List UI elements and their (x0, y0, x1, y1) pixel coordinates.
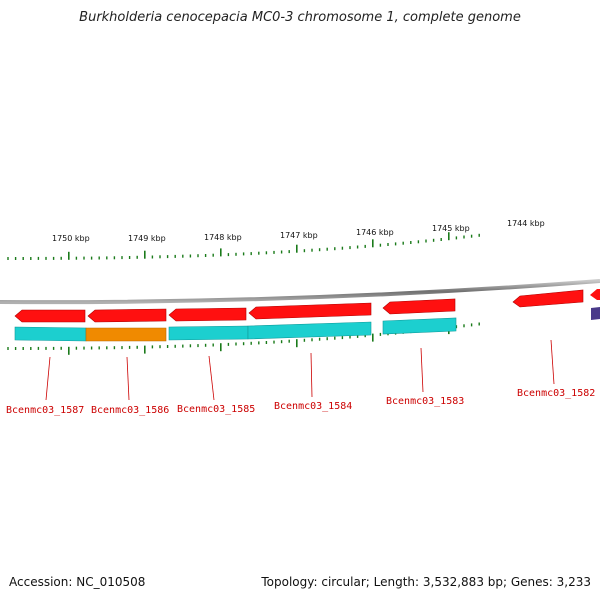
gene-label[interactable]: Bcenmc03_1584 (274, 401, 352, 412)
leader-line (310, 352, 313, 398)
leader-line (45, 356, 51, 401)
gene-arrows (14, 289, 600, 323)
gene-arrow-1582[interactable] (512, 289, 584, 308)
gene-label[interactable]: Bcenmc03_1583 (386, 396, 464, 407)
ruler-label: 1750 kbp (52, 234, 90, 243)
leader-line (420, 347, 424, 393)
ruler-label: 1747 kbp (280, 231, 318, 240)
cds-bar-1586[interactable] (85, 327, 167, 342)
gene-label[interactable]: Bcenmc03_1585 (177, 404, 255, 415)
gene-arrow-next[interactable] (590, 289, 600, 300)
cds-bar-1587[interactable] (14, 326, 87, 342)
gene-label[interactable]: Bcenmc03_1587 (6, 405, 84, 416)
ruler-label: 1748 kbp (204, 233, 242, 242)
leader-line (126, 356, 130, 401)
leader-line (550, 339, 555, 385)
ruler-ticks-top (7, 232, 480, 260)
cds-bar-1583[interactable] (382, 317, 457, 335)
gene-leaders (45, 339, 555, 401)
gene-arrow-1585[interactable] (168, 307, 247, 322)
gene-arrow-1586[interactable] (87, 308, 167, 323)
ruler-label: 1745 kbp (432, 224, 470, 233)
ruler-label: 1744 kbp (507, 219, 545, 228)
ruler-label: 1749 kbp (128, 234, 166, 243)
leader-line (208, 355, 215, 401)
gene-arrow-1583[interactable] (382, 298, 456, 315)
accession-text: Accession: NC_010508 (9, 575, 146, 589)
chromosome-backbone (0, 279, 600, 305)
gene-arrow-1587[interactable] (14, 309, 86, 323)
cds-bar-other[interactable] (591, 307, 600, 320)
gene-label[interactable]: Bcenmc03_1582 (517, 388, 595, 399)
gene-label[interactable]: Bcenmc03_1586 (91, 405, 169, 416)
gene-arrow-1584[interactable] (248, 302, 372, 320)
cds-bars (14, 307, 600, 342)
cds-bar-1584[interactable] (247, 321, 372, 340)
cds-bar-1585[interactable] (168, 325, 249, 341)
ruler-label: 1746 kbp (356, 228, 394, 237)
map-title: Burkholderia cenocepacia MC0-3 chromosom… (79, 10, 521, 25)
genome-summary-text: Topology: circular; Length: 3,532,883 bp… (261, 575, 591, 589)
